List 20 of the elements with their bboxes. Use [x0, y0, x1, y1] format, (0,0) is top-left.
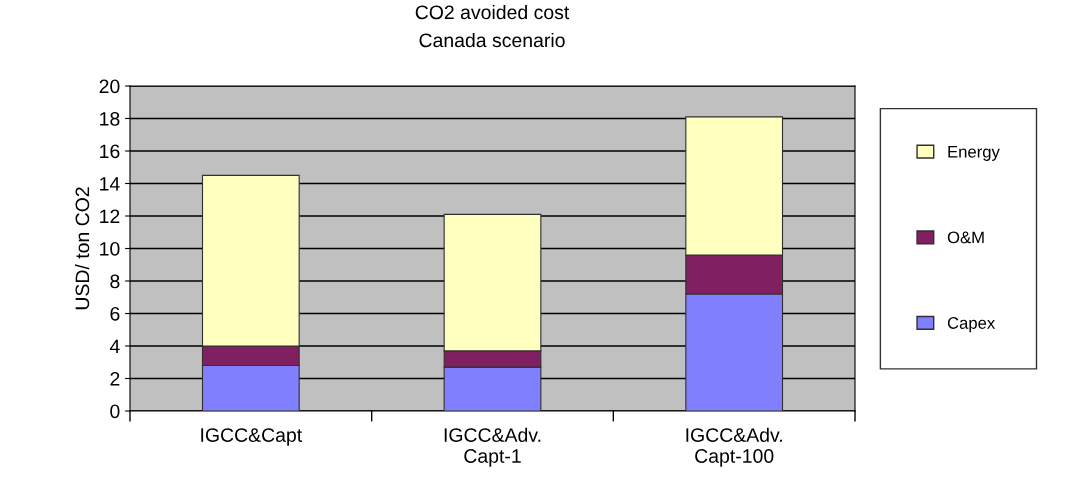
y-tick-label: 6	[110, 306, 120, 321]
y-tick-label: 12	[100, 209, 120, 224]
x-tick-label: IGCC&Adv. Capt-100	[686, 427, 782, 467]
y-tick-label: 8	[110, 274, 120, 289]
y-tick-label: 0	[110, 404, 120, 419]
y-tick-label: 18	[100, 111, 120, 126]
y-tick-label: 14	[100, 177, 120, 191]
y-tick-label: 16	[100, 144, 120, 159]
y-tick-label: 4	[109, 339, 120, 354]
x-tick-label: IGCC&Capt	[201, 428, 303, 446]
legend-label: O&M	[947, 231, 984, 244]
y-tick-label: 10	[100, 241, 120, 256]
chart-subtitle: Canada scenario	[419, 32, 565, 48]
y-tick-label: 2	[110, 371, 120, 386]
y-axis-title: USD/ ton CO2	[74, 187, 90, 310]
legend-label: Capex	[947, 317, 996, 333]
legend-label: Energy	[948, 146, 1000, 161]
y-tick-label: 20	[99, 79, 120, 94]
x-tick-label: IGCC&Adv. Capt-1	[444, 427, 541, 467]
chart-title: CO2 avoided cost	[415, 4, 570, 20]
